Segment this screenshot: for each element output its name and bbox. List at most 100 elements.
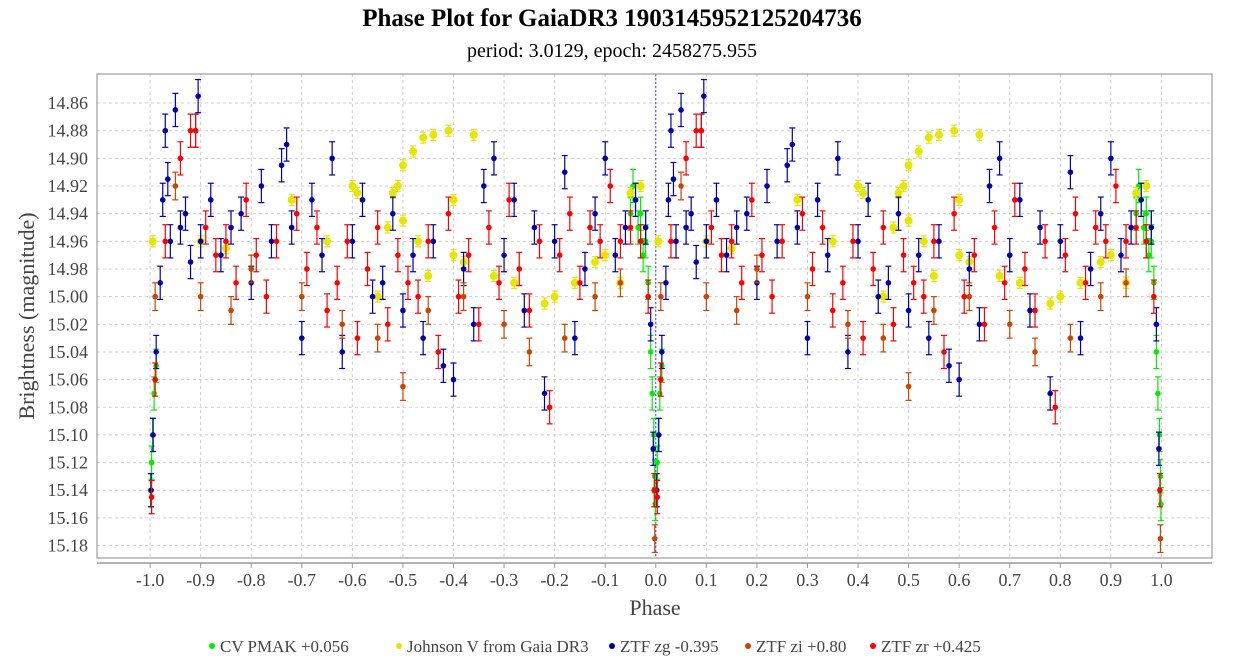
data-point — [602, 155, 608, 162]
data-point — [501, 252, 507, 258]
y-tick-label: 15.18 — [48, 536, 89, 556]
data-point — [383, 223, 392, 232]
data-point — [287, 195, 296, 204]
data-point — [1072, 210, 1079, 217]
data-point — [637, 210, 644, 217]
data-point — [879, 292, 888, 301]
y-tick-label: 15.06 — [48, 370, 89, 390]
data-point — [642, 224, 649, 231]
y-tick-label: 15.00 — [48, 287, 89, 307]
data-point — [162, 127, 169, 134]
data-point — [996, 155, 1003, 162]
axis-ticks: -1.0 -0.9 -0.8 -0.7 -0.6 -0.5 -0.4 -0.3 -0.2 -0.1… — [48, 93, 1173, 590]
legend: CV PMAK +0.056 Johnson V from Gaia DR3 ZTF… — [209, 637, 981, 656]
data-point — [400, 383, 406, 390]
data-point — [1145, 252, 1152, 258]
legend-marker — [209, 643, 215, 649]
data-point — [223, 238, 229, 245]
data-point — [975, 130, 984, 139]
data-point — [794, 224, 801, 231]
data-point — [450, 376, 457, 383]
data-point — [1123, 238, 1129, 245]
plot-frame — [96, 73, 1213, 559]
data-point — [405, 280, 411, 286]
data-point — [915, 252, 922, 258]
data-point — [213, 252, 219, 258]
data-point — [683, 155, 689, 162]
data-point — [645, 293, 651, 300]
legend-label: CV PMAK +0.056 — [220, 637, 349, 656]
data-point — [668, 127, 674, 134]
data-point — [880, 335, 887, 341]
data-point — [550, 292, 559, 301]
data-point — [956, 376, 962, 383]
x-tick-label: -0.4 — [439, 570, 468, 590]
data-point — [151, 390, 157, 397]
y-tick-label: 14.88 — [48, 121, 89, 141]
series-ztf-zg-0-395 — [148, 78, 1162, 508]
y-tick-label: 14.86 — [48, 93, 89, 113]
data-point — [931, 307, 937, 314]
y-tick-label: 14.92 — [48, 176, 89, 196]
data-point — [971, 252, 978, 258]
data-point — [172, 107, 179, 113]
data-point — [941, 349, 947, 355]
data-point — [187, 259, 194, 265]
data-point — [1046, 299, 1055, 308]
y-tick-label: 15.14 — [48, 480, 89, 500]
data-point — [1140, 224, 1147, 231]
data-point — [162, 238, 169, 245]
data-point — [1062, 252, 1069, 258]
data-point — [1138, 197, 1145, 203]
data-point — [986, 183, 993, 189]
data-point — [388, 188, 397, 197]
data-point — [1142, 182, 1151, 191]
x-tick-label: 0.9 — [1100, 570, 1123, 590]
data-point — [349, 238, 356, 245]
data-point — [693, 127, 700, 134]
data-point — [374, 224, 381, 231]
data-point — [1133, 224, 1139, 231]
data-point — [561, 169, 568, 175]
data-point — [1037, 224, 1043, 231]
data-point — [951, 210, 957, 217]
data-point — [673, 238, 679, 245]
data-point — [1108, 155, 1114, 162]
data-point — [470, 321, 477, 328]
data-point — [278, 162, 285, 169]
data-point — [425, 238, 432, 245]
data-point — [890, 321, 897, 328]
x-tick-label: -0.8 — [237, 570, 266, 590]
data-point — [733, 307, 740, 314]
data-point — [148, 459, 155, 466]
data-point — [348, 182, 357, 191]
data-point — [511, 197, 517, 203]
y-tick-label: 15.16 — [48, 508, 89, 528]
data-point — [824, 252, 831, 258]
data-point — [1032, 307, 1038, 314]
data-point — [1067, 169, 1074, 175]
data-point — [597, 238, 603, 245]
data-point — [536, 238, 543, 245]
data-point — [635, 224, 641, 231]
data-point — [150, 432, 156, 438]
data-point — [152, 376, 158, 383]
data-point — [840, 280, 846, 286]
data-point — [531, 224, 538, 231]
data-point — [607, 183, 614, 189]
x-tick-label: -1.0 — [136, 570, 165, 590]
data-point — [650, 445, 657, 452]
data-point — [1097, 210, 1104, 217]
data-point — [238, 210, 244, 217]
data-point — [991, 224, 998, 231]
data-point — [393, 182, 402, 191]
data-point — [1052, 404, 1059, 411]
data-point — [283, 141, 290, 148]
data-point — [228, 307, 234, 314]
data-point — [774, 238, 780, 245]
legend-label: ZTF zr +0.425 — [881, 637, 981, 656]
x-tick-label: -0.1 — [591, 570, 620, 590]
data-point — [157, 280, 164, 286]
data-point — [1132, 188, 1141, 197]
data-point — [905, 307, 912, 314]
